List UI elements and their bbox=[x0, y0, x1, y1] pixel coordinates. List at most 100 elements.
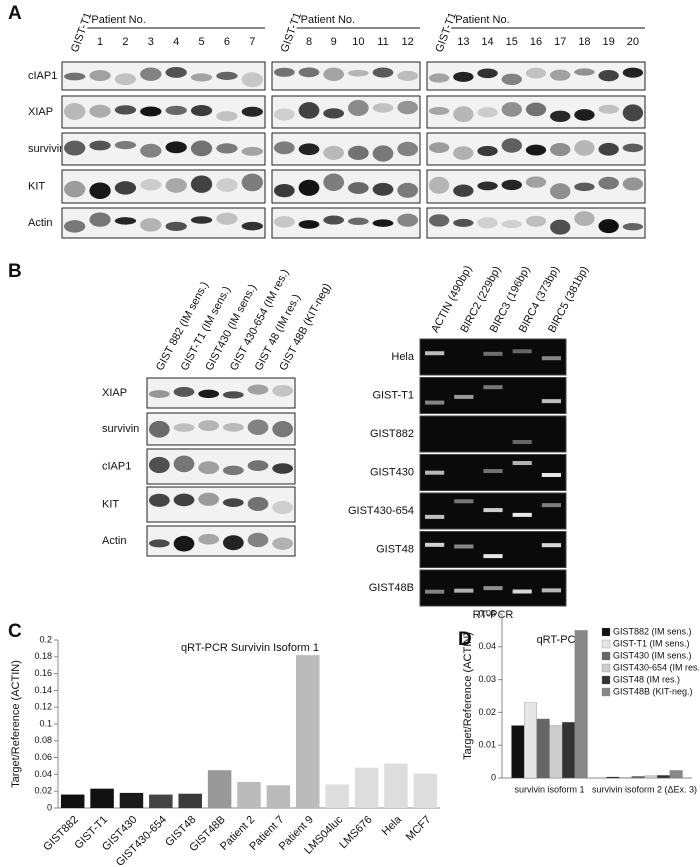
blot-band bbox=[622, 104, 644, 122]
bar bbox=[657, 775, 670, 779]
sample-label: GIST882 bbox=[370, 428, 414, 440]
gel-band bbox=[483, 508, 503, 513]
bar bbox=[562, 722, 575, 779]
panel-label: A bbox=[8, 3, 22, 24]
blot-strip bbox=[271, 95, 421, 129]
blot-band bbox=[501, 73, 522, 86]
chart-title: qRT-PCR Survivin Isoform 1 bbox=[181, 642, 319, 654]
blot-band bbox=[550, 142, 571, 157]
y-tick-label: 0.12 bbox=[34, 702, 52, 712]
x-tick-label: GIST882 bbox=[41, 814, 81, 854]
blot-band bbox=[347, 182, 369, 194]
blot-band bbox=[89, 140, 111, 151]
blot-band bbox=[114, 181, 137, 195]
blot-band bbox=[140, 67, 162, 81]
blot-band bbox=[550, 183, 571, 200]
blot-band bbox=[190, 140, 213, 157]
blot-band bbox=[298, 143, 320, 156]
bar bbox=[178, 793, 202, 808]
y-tick-label: 0.02 bbox=[478, 707, 496, 717]
bar bbox=[413, 773, 438, 808]
blot-band bbox=[273, 141, 295, 155]
blot-band bbox=[453, 71, 474, 82]
gel-band bbox=[483, 351, 503, 356]
row-label: survivin bbox=[102, 423, 139, 435]
gel-band bbox=[425, 470, 445, 475]
blot-band bbox=[140, 179, 162, 191]
gel bbox=[419, 531, 567, 568]
gel-band bbox=[541, 356, 561, 361]
bar bbox=[669, 770, 683, 779]
blot-band bbox=[165, 178, 187, 193]
lane-label: 16 bbox=[530, 36, 542, 48]
blot-band bbox=[247, 460, 269, 472]
blot-band bbox=[598, 104, 619, 114]
blot-band bbox=[247, 384, 269, 395]
lane-label: 20 bbox=[627, 36, 639, 48]
blot-band bbox=[372, 219, 394, 227]
blot-band bbox=[428, 106, 450, 115]
blot-band bbox=[148, 390, 170, 398]
bar bbox=[237, 781, 261, 808]
sample-label: Hela bbox=[391, 351, 415, 363]
blot-band bbox=[501, 179, 522, 191]
lane-label: 2 bbox=[122, 36, 128, 48]
blot-band bbox=[140, 143, 162, 158]
blot-band bbox=[525, 176, 547, 188]
lane-label: 11 bbox=[377, 36, 388, 48]
blot-band bbox=[64, 103, 86, 120]
bar bbox=[511, 725, 525, 779]
x-tick-label: Hela bbox=[380, 813, 405, 838]
blot-band bbox=[477, 68, 498, 79]
blot-band bbox=[550, 110, 571, 122]
gel bbox=[419, 454, 567, 491]
blot-band bbox=[165, 141, 187, 154]
blot-strip bbox=[271, 169, 421, 204]
blot-band bbox=[428, 176, 450, 194]
blot-band bbox=[64, 180, 86, 198]
gel bbox=[419, 415, 567, 453]
gel-band bbox=[425, 351, 445, 356]
blot-band bbox=[190, 105, 213, 117]
x-tick-label: survivin isoform 1 bbox=[514, 784, 584, 794]
bar bbox=[149, 794, 173, 808]
blot-band bbox=[64, 140, 86, 156]
legend-label: GIST-T1 (IM sens.) bbox=[613, 638, 690, 648]
blot-band bbox=[165, 105, 187, 115]
gel-band bbox=[483, 469, 503, 474]
row-label: survivin bbox=[28, 143, 65, 155]
bar bbox=[619, 777, 632, 779]
blot-band bbox=[198, 533, 220, 545]
y-tick-label: 0.04 bbox=[478, 641, 496, 651]
row-label: XIAP bbox=[28, 106, 53, 118]
blot-band bbox=[574, 211, 595, 226]
blot-band bbox=[298, 67, 320, 78]
lane-label: 10 bbox=[352, 36, 364, 48]
gel-band bbox=[512, 589, 532, 594]
blot-band bbox=[64, 220, 86, 233]
x-tick-label: MCF7 bbox=[404, 814, 434, 844]
blot-band bbox=[372, 145, 394, 162]
y-tick-label: 0.05 bbox=[478, 608, 496, 618]
bar bbox=[549, 725, 563, 779]
legend-label: GIST430 (IM sens.) bbox=[613, 650, 692, 660]
blot-band bbox=[574, 68, 595, 76]
blot-band bbox=[323, 108, 345, 119]
blot-strip bbox=[146, 412, 296, 446]
blot-band bbox=[525, 144, 547, 156]
blot-band bbox=[190, 73, 213, 82]
blot-band bbox=[347, 99, 369, 117]
panel-label: C bbox=[8, 621, 22, 642]
gel bbox=[419, 377, 567, 414]
row-label: Actin bbox=[28, 217, 52, 229]
blot-band bbox=[272, 463, 294, 474]
blot-band bbox=[190, 216, 213, 224]
blot-band bbox=[89, 104, 111, 118]
gel bbox=[419, 338, 567, 376]
gel-band bbox=[541, 543, 561, 548]
blot-band bbox=[347, 217, 369, 226]
blot-band bbox=[525, 67, 547, 79]
lane-label: 5 bbox=[199, 36, 205, 48]
y-axis-label: Target/Reference (ACTIN) bbox=[10, 660, 22, 788]
